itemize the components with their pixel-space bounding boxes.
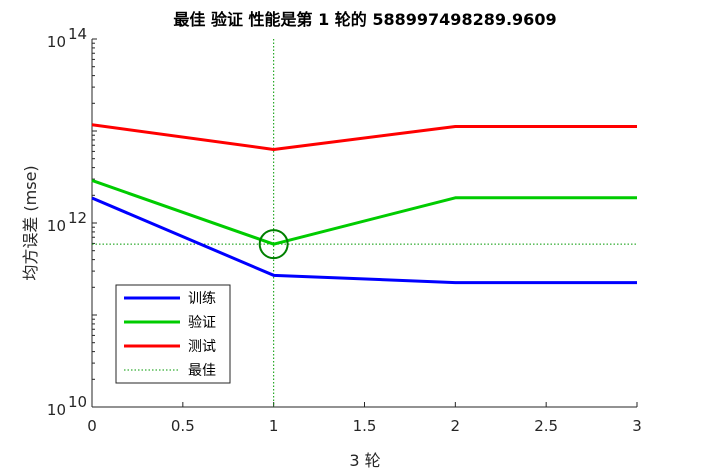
x-tick-label: 0.5	[171, 417, 195, 435]
legend-label: 验证	[188, 315, 216, 331]
series-line	[91, 196, 637, 285]
legend-label: 测试	[188, 339, 216, 355]
best-marker-circle	[258, 229, 289, 260]
legend-label: 最佳	[188, 363, 216, 379]
y-tick-exponent: 12	[68, 209, 87, 227]
y-tick-exponent: 10	[68, 393, 87, 411]
y-tick-base: 10	[47, 33, 66, 51]
y-tick-exponent: 14	[68, 25, 87, 43]
x-tick-label: 1.5	[353, 417, 377, 435]
chart-title: 最佳 验证 性能是第 1 轮的 588997498289.9609	[173, 10, 556, 29]
x-axis-label: 3 轮	[349, 451, 380, 470]
x-tick-label: 3	[632, 417, 642, 435]
series-line	[91, 123, 637, 151]
y-tick-base: 10	[47, 217, 66, 235]
series-line	[91, 179, 637, 246]
y-tick-label: 10	[47, 401, 66, 419]
x-tick-label: 2.5	[534, 417, 558, 435]
y-tick-label: 10	[47, 217, 66, 235]
x-tick-label: 0	[87, 417, 97, 435]
legend-label: 训练	[188, 291, 216, 307]
y-tick-base: 10	[47, 401, 66, 419]
y-tick-label: 10	[47, 33, 66, 51]
x-tick-label: 1	[269, 417, 279, 435]
legend-box	[115, 284, 231, 384]
y-axis-label: 均方误差 (mse)	[21, 165, 40, 280]
x-tick-label: 2	[451, 417, 461, 435]
